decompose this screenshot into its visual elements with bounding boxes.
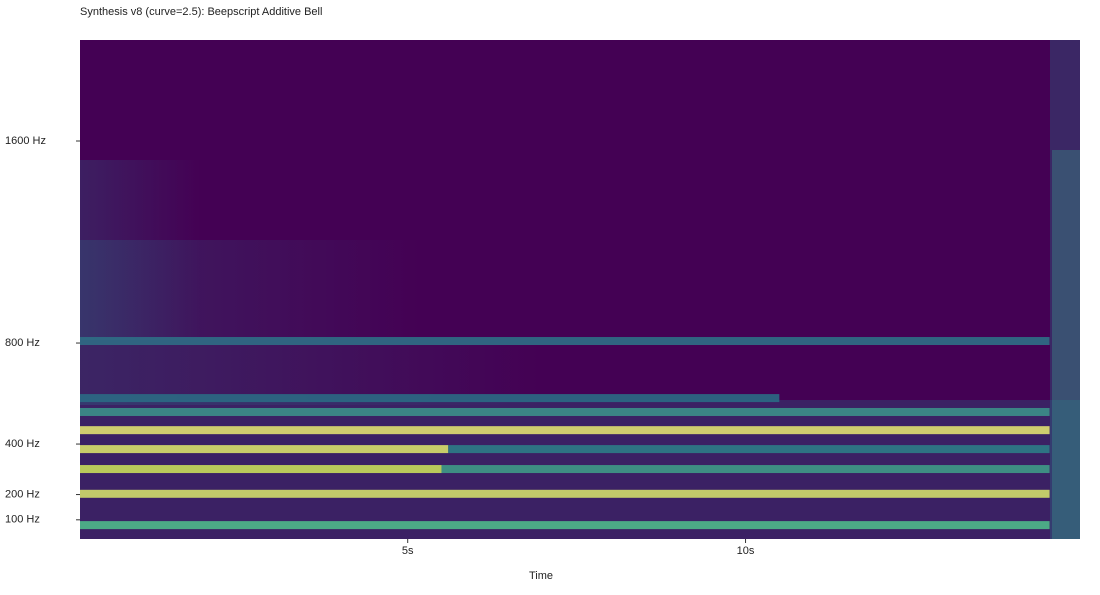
y-tick-label: 1600 Hz bbox=[5, 135, 46, 147]
chart-title: Synthesis v8 (curve=2.5): Beepscript Add… bbox=[80, 6, 322, 18]
x-axis-label: Time bbox=[529, 570, 553, 582]
y-tick-label: 100 Hz bbox=[5, 514, 40, 526]
burst bbox=[1052, 150, 1080, 539]
partial-band bbox=[80, 465, 442, 474]
partial-band bbox=[448, 445, 1050, 454]
partial-band bbox=[441, 465, 1050, 474]
y-tick-label: 200 Hz bbox=[5, 488, 40, 500]
noise-texture bbox=[80, 240, 420, 340]
burst bbox=[1050, 40, 1080, 539]
partial-band bbox=[80, 337, 1050, 346]
x-tick-label: 10s bbox=[737, 545, 755, 557]
partial-band bbox=[80, 445, 449, 454]
partial-band bbox=[80, 407, 1050, 416]
y-tick-label: 400 Hz bbox=[5, 438, 40, 450]
partial-band bbox=[80, 394, 780, 403]
partial-band bbox=[80, 489, 1050, 498]
x-tick-label: 5s bbox=[402, 545, 414, 557]
partial-band bbox=[80, 426, 1050, 435]
partial-band bbox=[80, 521, 1050, 530]
y-tick-label: 800 Hz bbox=[5, 337, 40, 349]
